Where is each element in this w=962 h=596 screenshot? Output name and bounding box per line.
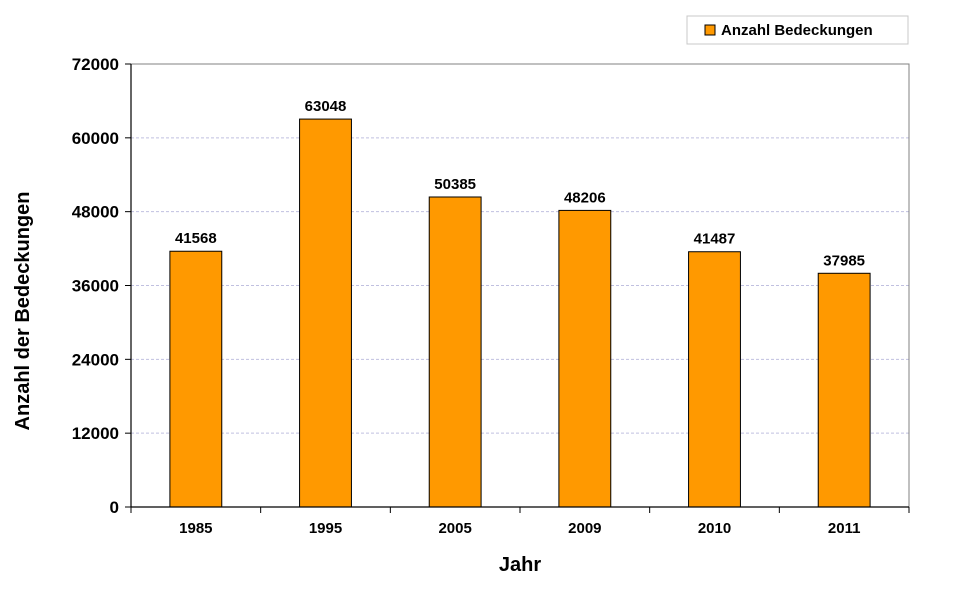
bar-value-label: 41487 (694, 231, 736, 248)
data-labels: 41568 63048 50385 48206 41487 37985 (175, 98, 865, 269)
x-tick-label: 2011 (828, 520, 861, 537)
legend: Anzahl Bedeckungen (686, 15, 909, 45)
bar (558, 209, 612, 508)
y-tick-label: 60000 (72, 129, 119, 148)
bar (817, 272, 871, 508)
y-tick-label: 0 (110, 498, 119, 517)
x-tick-label: 2009 (568, 520, 601, 537)
y-axis-title: Anzahl der Bedeckungen (12, 192, 34, 431)
bar-value-label: 37985 (823, 252, 865, 269)
y-tick-label: 48000 (72, 203, 119, 222)
y-tick-label: 36000 (72, 277, 119, 296)
bar (169, 250, 223, 508)
x-tick-label: 1995 (309, 520, 342, 537)
bar-value-label: 63048 (305, 98, 347, 115)
legend-box (686, 15, 909, 45)
grid-lines (131, 137, 909, 434)
bar-value-label: 50385 (434, 176, 476, 193)
x-tick-label: 2005 (438, 520, 471, 537)
bars (169, 118, 871, 508)
bar (299, 118, 352, 508)
y-tick-label: 24000 (72, 350, 119, 369)
y-tick-label: 72000 (72, 55, 119, 74)
x-axis-ticks: 1985 1995 2005 2009 2010 2011 (130, 507, 910, 537)
x-tick-label: 2010 (698, 520, 731, 537)
y-tick-label: 12000 (72, 424, 119, 443)
bar (688, 251, 741, 508)
y-axis-ticks: 0 12000 24000 36000 48000 60000 72000 (72, 55, 131, 517)
x-axis-title: Jahr (499, 554, 541, 576)
legend-label: Anzahl Bedeckungen (721, 22, 873, 39)
bar (428, 196, 482, 508)
x-tick-label: 1985 (179, 520, 212, 537)
bar-value-label: 48206 (564, 189, 606, 206)
legend-swatch (704, 24, 716, 36)
bar-value-label: 41568 (175, 230, 217, 247)
